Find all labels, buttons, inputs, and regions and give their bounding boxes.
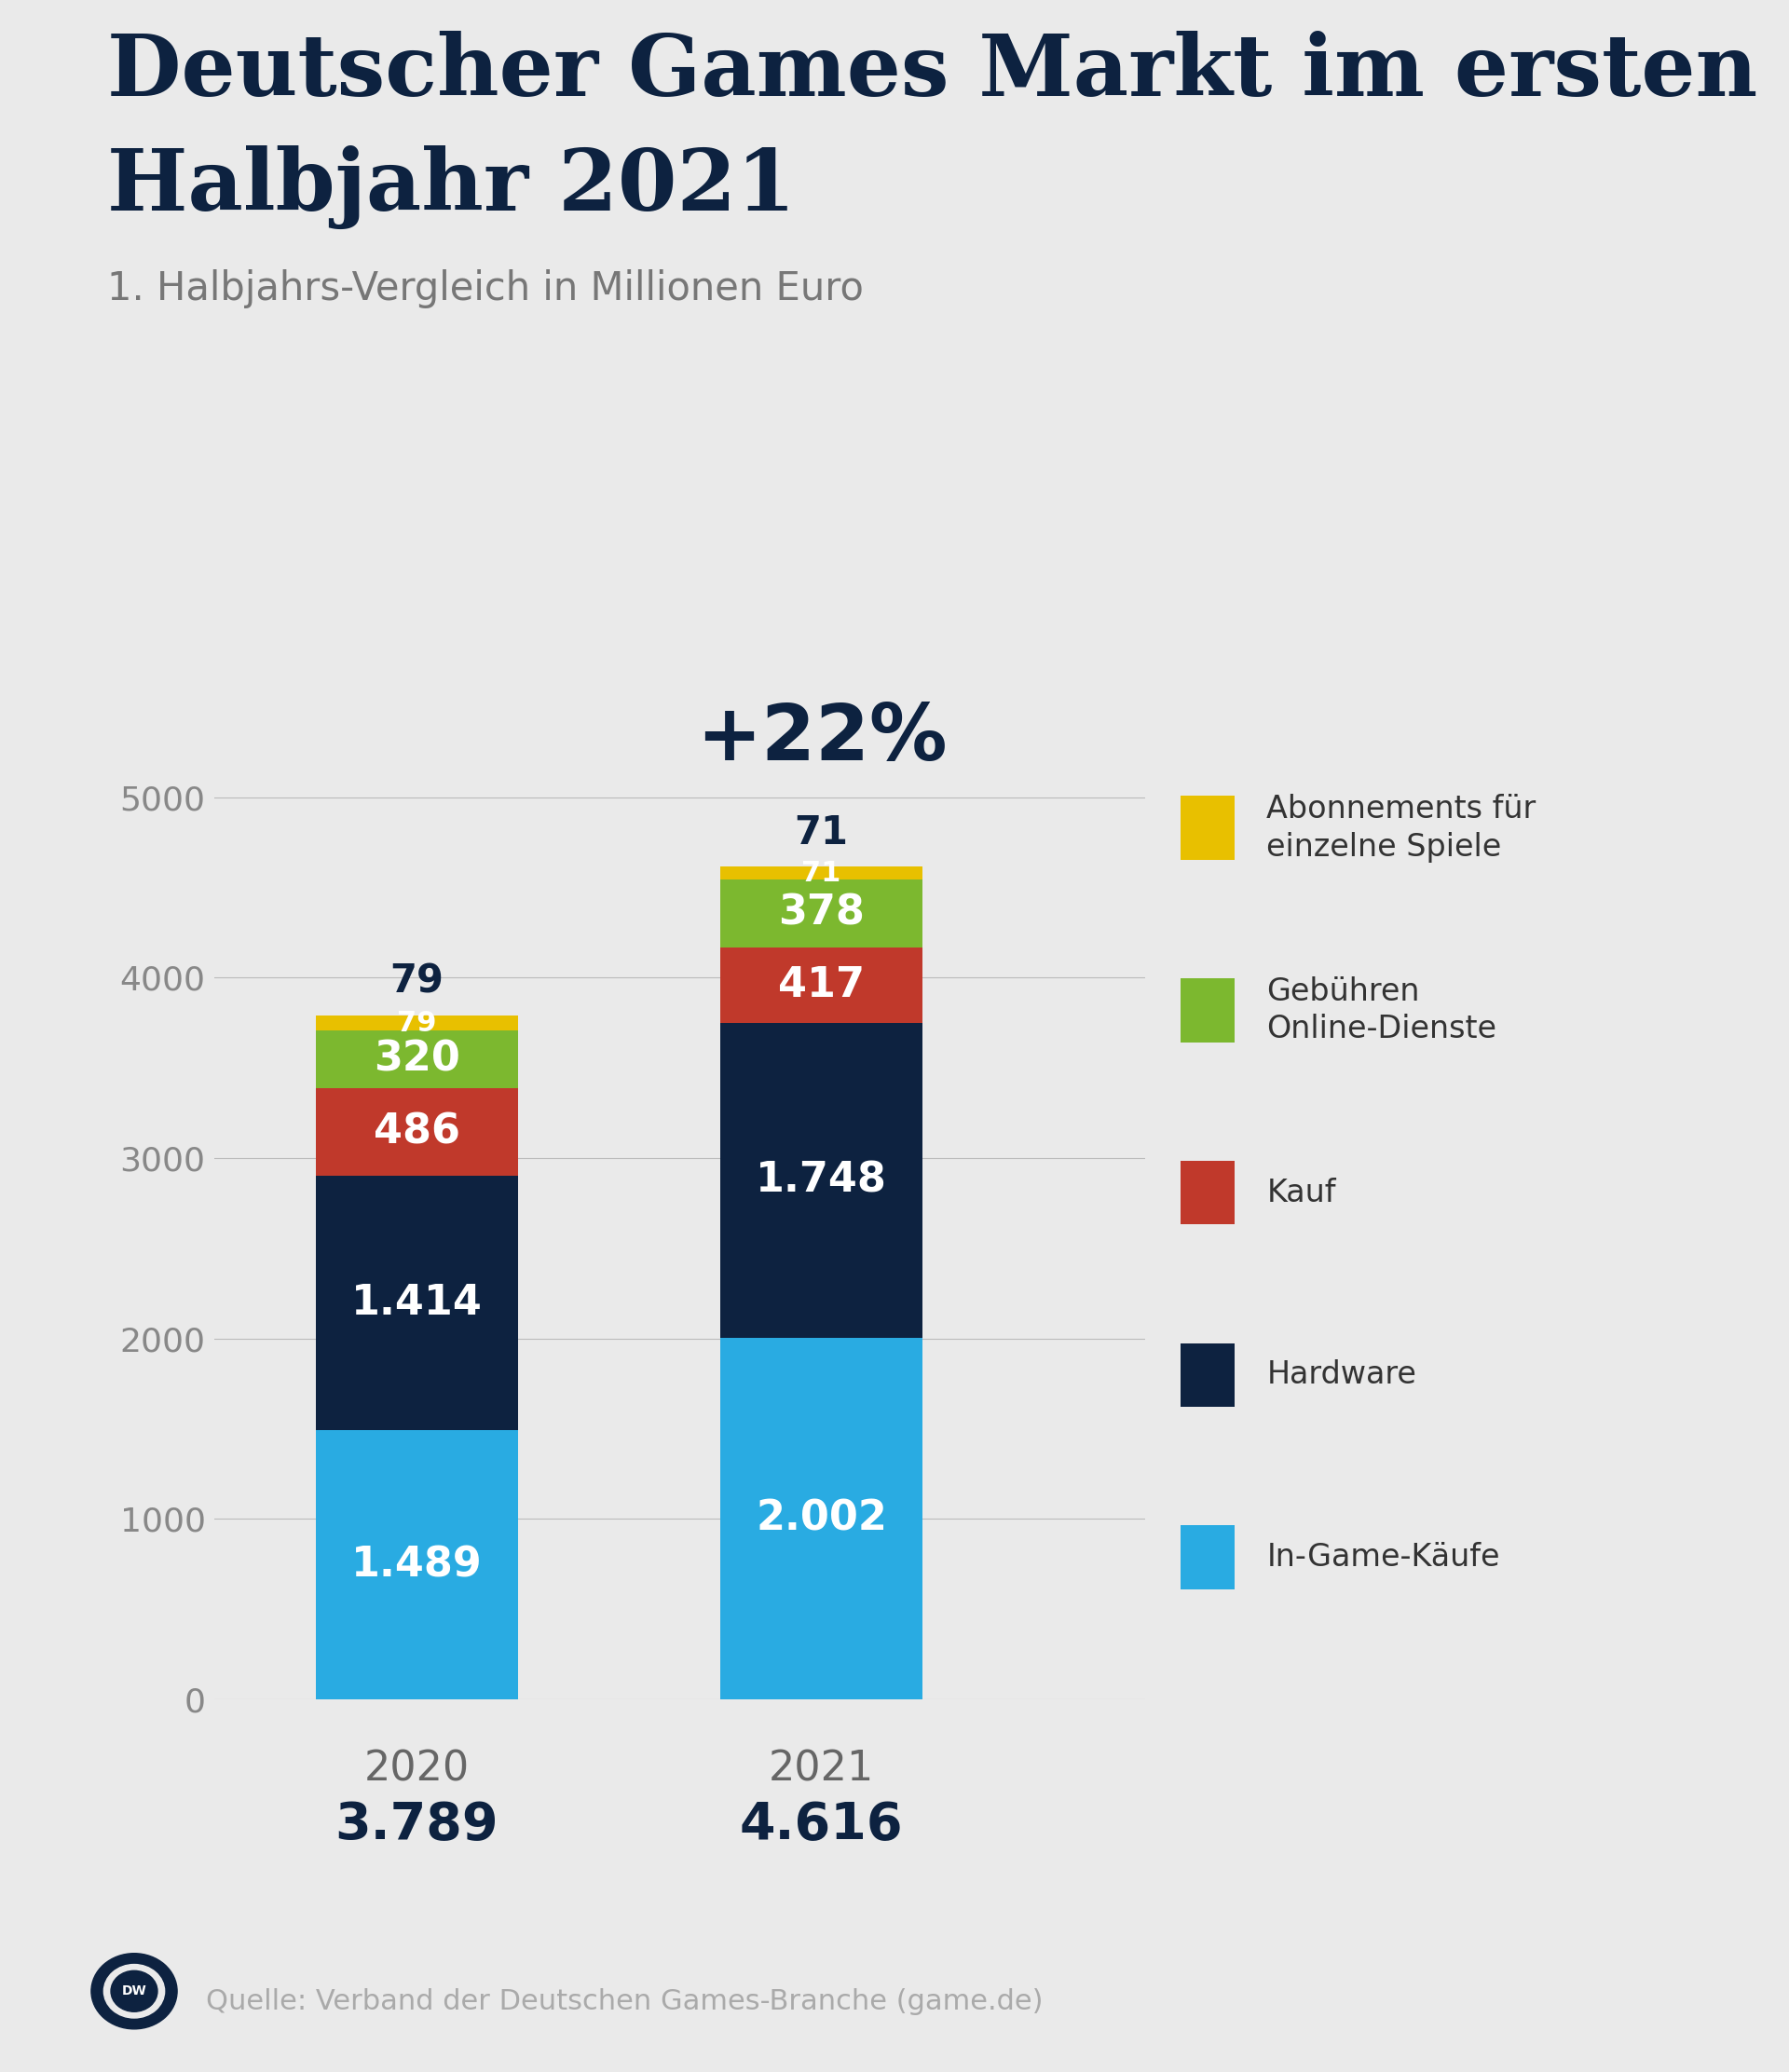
Text: 3.789: 3.789 [335, 1801, 499, 1850]
Text: Deutscher Games Markt im ersten: Deutscher Games Markt im ersten [107, 31, 1759, 114]
Text: DW: DW [122, 1985, 147, 1997]
Text: 1.489: 1.489 [351, 1546, 483, 1585]
Text: Abonnements für
einzelne Spiele: Abonnements für einzelne Spiele [1267, 794, 1537, 862]
Text: 1.748: 1.748 [755, 1160, 887, 1200]
Circle shape [104, 1964, 165, 2018]
Text: 4.616: 4.616 [739, 1801, 903, 1850]
FancyBboxPatch shape [1181, 1525, 1234, 1589]
Text: 79: 79 [397, 1009, 437, 1036]
Text: Quelle: Verband der Deutschen Games-Branche (game.de): Quelle: Verband der Deutschen Games-Bran… [206, 1987, 1043, 2016]
Text: 1. Halbjahrs-Vergleich in Millionen Euro: 1. Halbjahrs-Vergleich in Millionen Euro [107, 269, 864, 309]
Bar [721, 1339, 923, 1699]
Text: 486: 486 [374, 1113, 460, 1152]
Text: 71: 71 [794, 812, 848, 852]
Bar [317, 1175, 519, 1430]
FancyBboxPatch shape [1181, 1343, 1234, 1407]
Text: Hardware: Hardware [1267, 1359, 1417, 1390]
Bar [721, 879, 923, 947]
FancyBboxPatch shape [1181, 796, 1234, 860]
FancyBboxPatch shape [1181, 978, 1234, 1042]
Text: 2020: 2020 [365, 1749, 471, 1790]
Bar [317, 1030, 519, 1088]
Text: 1.414: 1.414 [351, 1283, 483, 1324]
Text: 71: 71 [801, 860, 841, 887]
Text: 2021: 2021 [769, 1749, 875, 1790]
Text: Halbjahr 2021: Halbjahr 2021 [107, 145, 796, 228]
Text: 417: 417 [778, 966, 864, 1005]
Bar [317, 1430, 519, 1699]
Text: 2.002: 2.002 [755, 1498, 887, 1539]
Text: Kauf: Kauf [1267, 1177, 1336, 1208]
Circle shape [91, 1954, 177, 2028]
Bar [317, 1088, 519, 1175]
Text: In-Game-Käufe: In-Game-Käufe [1267, 1542, 1499, 1573]
FancyBboxPatch shape [1181, 1160, 1234, 1225]
Text: Gebühren
Online-Dienste: Gebühren Online-Dienste [1267, 976, 1497, 1044]
Text: 378: 378 [778, 893, 864, 934]
Bar [721, 947, 923, 1024]
Bar [317, 1015, 519, 1030]
Bar [721, 1024, 923, 1339]
Circle shape [111, 1970, 157, 2012]
Text: +22%: +22% [696, 700, 946, 777]
Text: 320: 320 [374, 1038, 460, 1080]
Text: 79: 79 [390, 961, 444, 1001]
Bar [721, 866, 923, 879]
